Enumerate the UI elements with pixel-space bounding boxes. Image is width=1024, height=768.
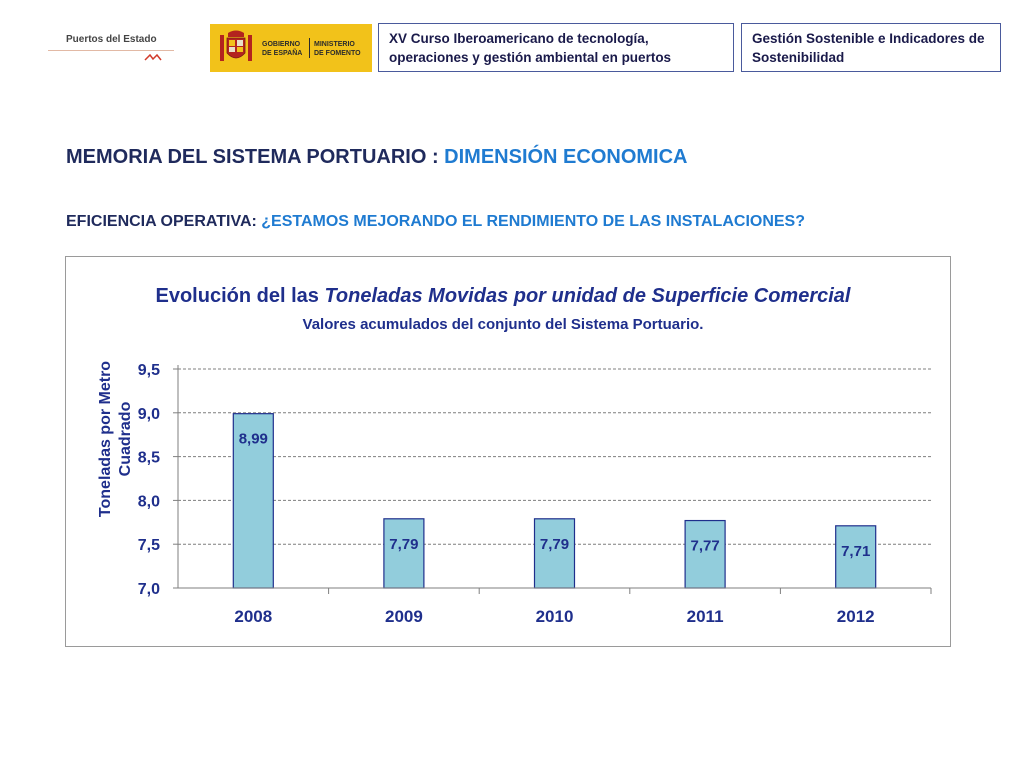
y-tick-label: 8,0 (138, 493, 160, 510)
bar-value-label: 7,71 (841, 543, 870, 560)
slide-title: MEMORIA DEL SISTEMA PORTUARIO : DIMENSIÓ… (66, 146, 688, 169)
chart-title-part1: Evolución del las (156, 285, 325, 307)
y-axis-label: Toneladas por Metro Cuadrado (97, 361, 134, 517)
chart-subtitle: Valores acumulados del conjunto del Sist… (303, 316, 704, 333)
course-title-box: XV Curso Iberoamericano de tecnología, o… (378, 23, 734, 72)
gobierno-text: GOBIERNO DE ESPAÑA (262, 41, 303, 57)
slide-subtitle: EFICIENCIA OPERATIVA: ¿ESTAMOS MEJORANDO… (66, 213, 805, 231)
y-axis-label-line2: Cuadrado (117, 401, 134, 476)
bar (835, 525, 877, 589)
slide-title-highlight: DIMENSIÓN ECONOMICA (444, 146, 688, 168)
puertos-logo-text: Puertos del Estado (66, 34, 157, 45)
ministerio-text: MINISTERIO DE FOMENTO (314, 41, 361, 57)
bar-value-label: 7,79 (389, 536, 418, 553)
y-tick-label: 9,0 (138, 406, 160, 423)
logo-separator (309, 38, 310, 58)
x-tick-label: 2009 (385, 607, 423, 626)
bars: 8,99 7,79 7,79 7,77 7,71 (232, 413, 877, 589)
x-tick-label: 2012 (837, 607, 875, 626)
chart-title: Evolución del las Toneladas Movidas por … (156, 285, 851, 307)
x-tick-label: 2011 (687, 607, 724, 626)
y-tick-label: 7,0 (138, 581, 160, 598)
logo-divider (48, 50, 174, 51)
slide-subtitle-prefix: EFICIENCIA OPERATIVA: (66, 213, 262, 230)
bar-value-label: 7,79 (540, 536, 569, 553)
x-tick-label: 2008 (234, 607, 272, 626)
gobierno-espana-logo: GOBIERNO DE ESPAÑA MINISTERIO DE FOMENTO (210, 24, 372, 72)
grid (178, 368, 931, 545)
bar-chart: Evolución del las Toneladas Movidas por … (97, 285, 932, 626)
topic-title-box: Gestión Sostenible e Indicadores de Sost… (741, 23, 1001, 72)
axes: 7,0 7,5 8,0 8,5 9,0 9,5 2008 2009 2010 2011 2012 (138, 362, 932, 626)
bar (533, 518, 576, 589)
bar-value-label: 8,99 (239, 431, 268, 448)
y-tick-label: 8,5 (138, 450, 160, 467)
y-tick-label: 7,5 (138, 537, 160, 554)
bar (684, 519, 726, 589)
chart-frame: Evolución del las Toneladas Movidas por … (65, 256, 951, 647)
bar (383, 518, 425, 589)
coat-of-arms-icon (220, 30, 252, 61)
bar (232, 413, 274, 589)
puertos-mark-icon (144, 54, 162, 61)
slide-subtitle-highlight: ¿ESTAMOS MEJORANDO EL RENDIMIENTO DE LAS… (261, 213, 805, 230)
chart-title-part2: Toneladas Movidas por unidad de Superfic… (324, 285, 850, 307)
puertos-del-estado-logo: Puertos del Estado (48, 28, 176, 68)
slide-title-prefix: MEMORIA DEL SISTEMA PORTUARIO : (66, 146, 445, 168)
bar-value-label: 7,77 (690, 538, 719, 555)
y-tick-label: 9,5 (138, 362, 160, 379)
x-tick-label: 2010 (536, 607, 574, 626)
y-axis-label-line1: Toneladas por Metro (97, 361, 114, 517)
